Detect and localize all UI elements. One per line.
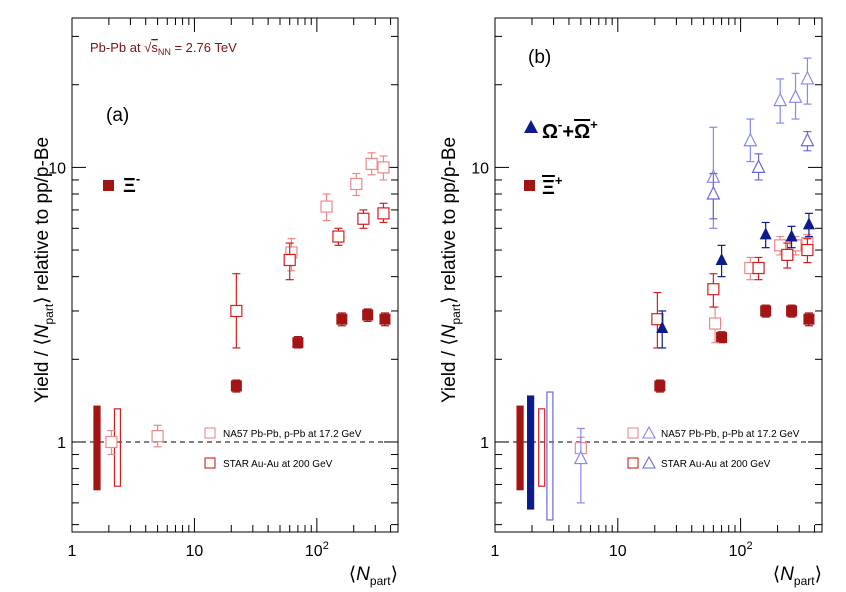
p1-data-point [773,92,788,107]
x-axis-title-b: ⟨Npart⟩ [773,564,822,588]
p1-data-point [800,132,815,147]
p0-legend-label: STAR Au-Au at 200 GeV [223,459,333,470]
p1-plot-frame [494,17,823,533]
particle-label-xi-minus: Ξ- [123,171,140,197]
p0-data-point [336,313,348,325]
p1-data-point [785,229,798,242]
p1-data-point [707,283,720,296]
p1-y-tick-label: 10 [471,160,489,177]
particle-label-xi-plus: Ξ+ [542,173,563,199]
p1-data-point [802,217,815,230]
p0-data-point [320,200,333,213]
x-axis-title-a: ⟨Npart⟩ [349,564,398,588]
p0-y-tick-label: 10 [48,160,66,177]
p1-data-point [781,248,794,262]
p1-normalization-bar [538,408,546,487]
p1-data-point [800,70,815,85]
p1-legend-label: NA57 Pb-Pb, p-Pb at 17.2 GeV [661,429,800,440]
p0-data-point [230,380,242,392]
p1-data-point [715,252,728,265]
p0-x-tick-label: 1 [68,543,77,560]
p1-data-point [774,239,787,252]
p0-normalization-bar [93,405,101,491]
p0-data-point [332,230,345,243]
p1-data-point [759,227,772,240]
p0-data-point [379,313,391,325]
p1-legend-marker-triangle [642,425,656,439]
p1-data-point [706,185,721,200]
p1-data-point [654,380,666,392]
p1-data-point [801,243,814,257]
p0-data-point [377,207,390,220]
p1-data-point [760,305,772,317]
panel-label-a: (a) [106,105,129,126]
p1-data-point [803,313,815,325]
p1-legend-label: STAR Au-Au at 200 GeV [661,459,771,470]
p0-plot-frame [71,17,399,533]
p0-data-point [357,212,370,225]
p0-data-point [105,435,118,449]
panel-b: Yield / ⟨Npart⟩ relative to pp/p-Be ⟨Npa… [439,17,823,588]
y-axis-title-a: Yield / ⟨Npart⟩ relative to pp/p-Be [32,137,56,403]
energy-label: Pb-Pb at √sNN = 2.76 TeV [90,40,237,57]
p1-normalization-bar [516,405,524,491]
p0-data-point [350,177,363,191]
p1-normalization-bar [546,391,554,521]
y-axis-title-b: Yield / ⟨Npart⟩ relative to pp/p-Be [439,137,463,403]
p0-y-tick-label: 1 [57,435,66,452]
p0-data-point [283,253,296,267]
p0-data-point [377,161,390,174]
p1-data-point [709,317,722,330]
p0-data-point [230,304,243,318]
p1-legend-marker-square [627,427,639,439]
legend-marker-alice-xi-minus [103,180,114,191]
p1-data-point [651,313,664,326]
p0-legend-marker-square [204,457,216,469]
particle-label-omega: Ω-+Ω+ [542,117,598,143]
p0-x-tick-label: 102 [305,540,329,560]
p1-data-point [788,88,803,103]
p1-data-point [751,159,766,173]
legend-marker-alice-omega [524,120,538,133]
p1-data-point [743,132,758,147]
p0-legend-label: NA57 Pb-Pb, p-Pb at 17.2 GeV [223,429,362,440]
p1-legend-marker-triangle [642,455,656,469]
p0-data-point [151,430,164,443]
p1-x-tick-label: 1 [491,543,500,560]
legend-marker-alice-xi-plus [524,180,535,191]
p1-y-tick-label: 1 [480,435,489,452]
p0-x-tick-label: 10 [186,543,204,560]
p0-data-point [292,337,304,349]
p1-data-point [656,321,669,334]
p1-data-point [786,305,798,317]
p0-legend-marker-square [204,427,216,439]
p0-data-point [362,309,374,321]
panel-label-b: (b) [528,47,551,68]
p0-data-point [365,157,378,170]
p1-x-tick-label: 102 [729,540,753,560]
p1-data-point [752,261,765,275]
p1-x-tick-label: 10 [609,543,627,560]
p1-data-point [573,450,588,465]
p1-legend-marker-square [627,457,639,469]
p1-normalization-bar [527,395,535,510]
p1-data-point [716,332,728,344]
panel-a: Yield / ⟨Npart⟩ relative to pp/p-Be ⟨Npa… [32,17,399,588]
